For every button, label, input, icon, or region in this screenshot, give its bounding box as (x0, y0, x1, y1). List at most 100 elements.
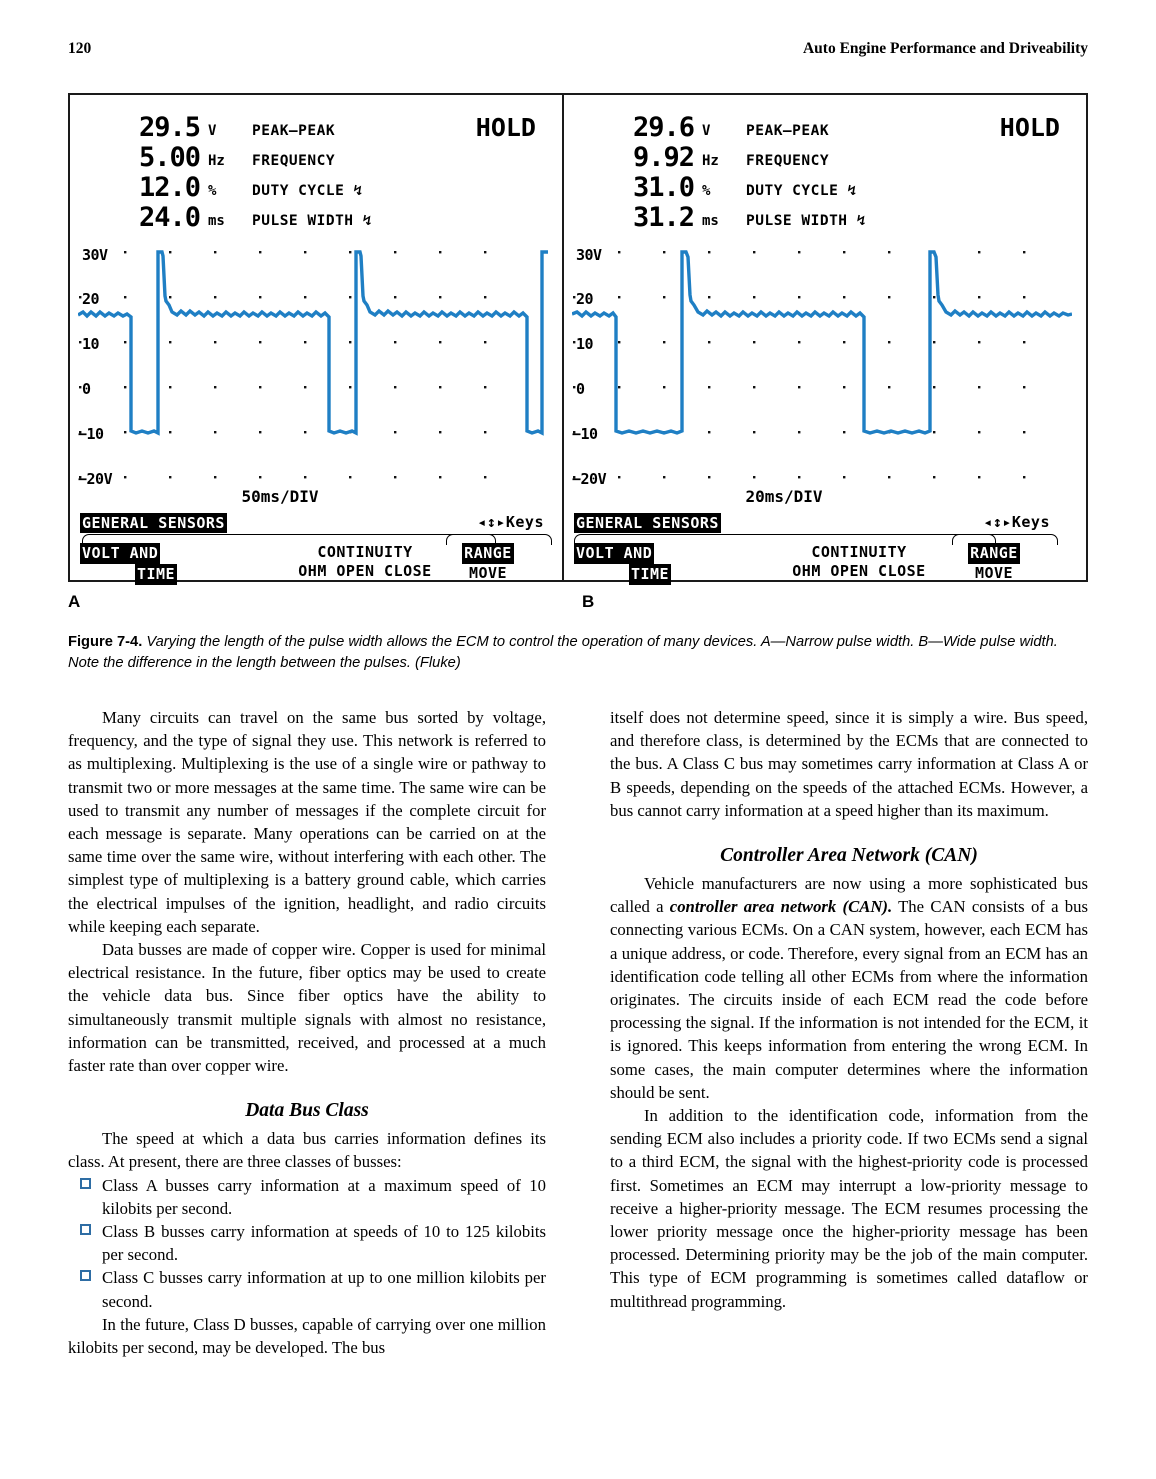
menu-title-a: GENERAL SENSORS (80, 513, 227, 533)
figure-caption: Figure 7-4. Varying the length of the pu… (68, 632, 1088, 674)
y-axis-label-20: 20 (82, 290, 100, 308)
y-axis-label-neg10: −10 (78, 425, 104, 443)
pulse-width-value: 24.0 (138, 202, 201, 233)
waveform-trace-b (572, 250, 1072, 435)
duty-cycle-label: DUTY CYCLE ↯ (252, 183, 363, 199)
list-item: Class B busses carry information at spee… (68, 1220, 546, 1266)
paragraph-copper-wire: Data busses are made of copper wire. Cop… (68, 940, 546, 1076)
hold-indicator: HOLD (475, 113, 536, 142)
softkey-volt-and-time-line2: TIME (628, 564, 672, 585)
waveform-svg-b (572, 250, 1072, 479)
menu-brace-main (574, 534, 996, 545)
keys-indicator-a: ◂↕▸Keys (477, 513, 544, 531)
y-axis-label-30v: 30V (576, 246, 602, 264)
figure-callout-a: A (68, 592, 81, 611)
y-axis-label-0: 0 (82, 380, 91, 398)
duty-cycle-label: DUTY CYCLE ↯ (746, 183, 857, 199)
pulse-width-label: PULSE WIDTH ↯ (252, 213, 372, 229)
peak-peak-label: PEAK–PEAK (746, 123, 830, 139)
body-column-right: itself does not determine speed, since i… (610, 706, 1088, 1313)
paragraph-bus-speed-continuation: itself does not determine speed, since i… (610, 708, 1088, 820)
softkey-range-move[interactable]: RANGE MOVE (430, 543, 546, 583)
timebase-label-a: 50ms/DIV (241, 487, 319, 506)
timebase-label-b: 20ms/DIV (745, 487, 823, 506)
waveform-plot-b (572, 243, 1072, 493)
softkey-range-move[interactable]: RANGE MOVE (936, 543, 1052, 583)
paragraph-can-overview: Vehicle manufacturers are now using a mo… (610, 872, 1088, 1104)
softkey-move-label: MOVE (468, 564, 508, 582)
running-head: 120 Auto Engine Performance and Driveabi… (68, 38, 1088, 60)
y-axis-label-0: 0 (576, 380, 585, 398)
peak-peak-label: PEAK–PEAK (252, 123, 336, 139)
figure-caption-text: Varying the length of the pulse width al… (68, 634, 1058, 671)
softkey-continuity-line1: CONTINUITY (317, 543, 413, 561)
checkbox-bullet-icon (80, 1224, 91, 1236)
duty-cycle-unit: % (208, 183, 217, 199)
figure-callout-b: B (582, 592, 595, 611)
pulse-width-unit: ms (208, 213, 225, 229)
list-item-text: Class B busses carry information at spee… (102, 1222, 546, 1265)
frequency-value: 9.92 (632, 142, 695, 173)
y-axis-label-neg10: −10 (572, 425, 598, 443)
list-item-text: Class C busses carry information at up t… (102, 1268, 546, 1311)
readout-block-b: 29.6 V PEAK–PEAK 9.92 Hz FREQUENCY 31.0 … (598, 113, 1038, 237)
figure-frame: 29.5 V PEAK–PEAK 5.00 Hz FREQUENCY 12.0 … (68, 93, 1088, 585)
readout-row: 29.5 V PEAK–PEAK (104, 113, 544, 147)
oscilloscope-panel-a: 29.5 V PEAK–PEAK 5.00 Hz FREQUENCY 12.0 … (70, 95, 562, 585)
pulse-width-label: PULSE WIDTH ↯ (746, 213, 866, 229)
softkey-menu-b: GENERAL SENSORS ◂↕▸Keys VOLT AND TIME CO… (574, 513, 1078, 585)
can-text-part1: Vehicle manufacturers are now using a mo… (610, 874, 1088, 917)
softkey-volt-and-time[interactable]: VOLT AND TIME (574, 543, 700, 585)
list-item: Class A busses carry information at a ma… (68, 1174, 546, 1220)
oscilloscope-panel-b: 29.6 V PEAK–PEAK 9.92 Hz FREQUENCY 31.0 … (564, 95, 1086, 585)
frequency-label: FREQUENCY (746, 153, 830, 169)
softkey-volt-and-time-line1: VOLT AND (80, 543, 161, 564)
body-column-left: Many circuits can travel on the same bus… (68, 706, 546, 1359)
peak-peak-value: 29.5 (138, 112, 201, 143)
pulse-width-value: 31.2 (632, 202, 695, 233)
y-axis-label-10: 10 (576, 335, 594, 353)
readout-row: 29.6 V PEAK–PEAK (598, 113, 1038, 147)
paragraph-bus-class-intro: The speed at which a data bus carries in… (68, 1129, 546, 1172)
frequency-label: FREQUENCY (252, 153, 336, 169)
menu-brace-right (446, 534, 552, 545)
frequency-value: 5.00 (138, 142, 201, 173)
softkey-continuity[interactable]: CONTINUITY OHM OPEN CLOSE (724, 543, 994, 581)
frequency-unit: Hz (702, 153, 719, 169)
softkey-volt-and-time[interactable]: VOLT AND TIME (80, 543, 206, 585)
softkey-continuity-line2: OHM OPEN CLOSE (298, 562, 432, 580)
figure-caption-label: Figure 7-4. (68, 634, 143, 650)
heading-data-bus-class: Data Bus Class (245, 1100, 369, 1122)
hold-indicator: HOLD (999, 113, 1060, 142)
readout-row: 5.00 Hz FREQUENCY (104, 143, 544, 177)
softkey-menu-a: GENERAL SENSORS ◂↕▸Keys VOLT AND TIME CO… (80, 513, 554, 585)
paragraph-priority-code: In addition to the identification code, … (610, 1106, 1088, 1311)
softkey-volt-and-time-line2: TIME (134, 564, 178, 585)
grid-dots (573, 251, 1026, 479)
waveform-trace-a (78, 250, 548, 436)
readout-row: 12.0 % DUTY CYCLE ↯ (104, 173, 544, 207)
y-axis-label-20: 20 (576, 290, 594, 308)
waveform-svg-a (78, 250, 548, 479)
page-number: 120 (68, 40, 92, 57)
softkey-range-label: RANGE (968, 543, 1020, 564)
softkey-volt-and-time-line1: VOLT AND (574, 543, 655, 564)
keys-indicator-b: ◂↕▸Keys (983, 513, 1050, 531)
can-term-emphasis: controller area network (CAN). (669, 897, 893, 917)
y-axis-label-10: 10 (82, 335, 100, 353)
menu-title-b: GENERAL SENSORS (574, 513, 721, 533)
peak-peak-unit: V (702, 123, 711, 139)
softkey-continuity[interactable]: CONTINUITY OHM OPEN CLOSE (230, 543, 500, 581)
y-axis-label-neg20: −20V (572, 470, 607, 488)
can-text-part2: The CAN consists of a bus connecting var… (610, 897, 1088, 1102)
pulse-width-unit: ms (702, 213, 719, 229)
heading-controller-area-network: Controller Area Network (CAN) (720, 845, 978, 867)
waveform-plot-a (78, 243, 548, 493)
checkbox-bullet-icon (80, 1177, 91, 1189)
duty-cycle-value: 12.0 (138, 172, 201, 203)
readout-row: 9.92 Hz FREQUENCY (598, 143, 1038, 177)
peak-peak-value: 29.6 (632, 112, 695, 143)
list-item: Class C busses carry information at up t… (68, 1266, 546, 1312)
checkbox-bullet-icon (80, 1270, 91, 1282)
paragraph-class-d: In the future, Class D busses, capable o… (68, 1314, 546, 1358)
